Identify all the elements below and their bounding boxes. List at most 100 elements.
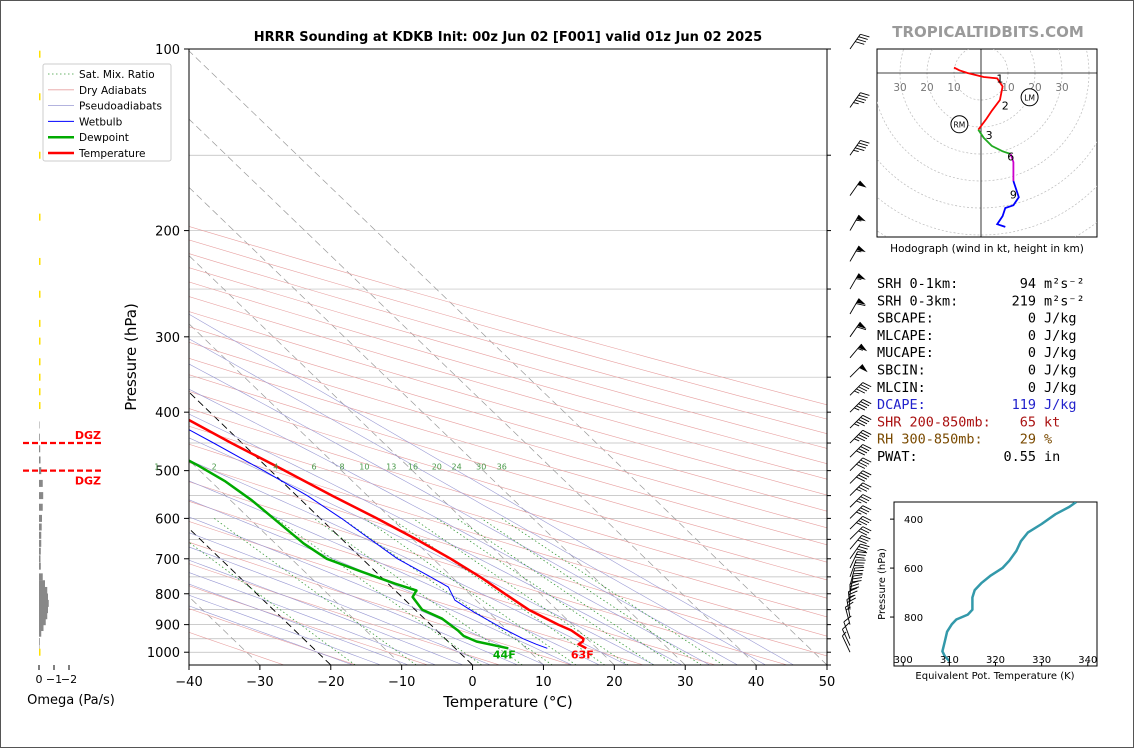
dgz-label: DGZ bbox=[75, 475, 101, 488]
wind-barb bbox=[850, 246, 867, 266]
x-axis-label: Temperature (°C) bbox=[442, 693, 572, 711]
omega-bar bbox=[39, 456, 41, 463]
mixing-ratio-label: 16 bbox=[408, 463, 418, 472]
hodograph-ring-label: 20 bbox=[920, 82, 933, 94]
omega-bar bbox=[39, 523, 42, 530]
legend-entry: Dry Adiabats bbox=[79, 85, 147, 97]
theta-e-x-tick-label: 310 bbox=[940, 655, 959, 666]
x-tick-label: −30 bbox=[246, 675, 273, 690]
chart-title: HRRR Sounding at KDKB Init: 00z Jun 02 [… bbox=[254, 30, 762, 45]
omega-bar-positive bbox=[39, 291, 41, 298]
index-value: 219 bbox=[1012, 293, 1036, 309]
omega-tick-label: −1 bbox=[46, 673, 62, 686]
omega-bar bbox=[39, 580, 45, 587]
omega-bar-positive bbox=[39, 51, 41, 58]
omega-bar bbox=[39, 600, 49, 607]
omega-bar bbox=[39, 504, 43, 511]
wind-barb bbox=[850, 364, 869, 383]
index-label: SHR 200-850mb: bbox=[877, 414, 991, 430]
wind-barb bbox=[850, 90, 869, 112]
sat-mix-ratio-line bbox=[413, 518, 628, 665]
mixing-ratio-label: 4 bbox=[273, 463, 278, 472]
wind-barb bbox=[850, 380, 871, 401]
pseudoadiabat bbox=[1, 231, 545, 665]
mixing-ratio-label: 2 bbox=[212, 463, 217, 472]
x-tick-label: −20 bbox=[317, 675, 344, 690]
omega-tick-label: −2 bbox=[61, 673, 77, 686]
omega-bar-positive bbox=[39, 320, 41, 327]
isotherm-line bbox=[116, 49, 756, 665]
omega-bar bbox=[39, 594, 48, 601]
omega-bar bbox=[39, 532, 41, 539]
legend-entry: Pseudoadiabats bbox=[79, 101, 162, 113]
wind-barb bbox=[846, 595, 859, 617]
index-value: 0 bbox=[1028, 345, 1036, 361]
omega-bar bbox=[39, 467, 41, 474]
index-unit: J/kg bbox=[1044, 380, 1077, 396]
hodograph-height-label: 9 bbox=[1010, 189, 1017, 202]
hodograph-height-label: 6 bbox=[1007, 151, 1014, 164]
index-value: 65 bbox=[1020, 414, 1036, 430]
omega-bar bbox=[39, 638, 40, 645]
index-unit: m²s⁻² bbox=[1044, 293, 1085, 309]
mixing-ratio-label: 30 bbox=[476, 463, 486, 472]
index-label: SBCAPE: bbox=[877, 311, 934, 327]
dgz-label: DGZ bbox=[75, 429, 101, 442]
mixing-ratio-label: 36 bbox=[497, 463, 507, 472]
index-label: DCAPE: bbox=[877, 397, 926, 413]
y-tick-label: 900 bbox=[155, 619, 180, 634]
hodograph-ring-label: 10 bbox=[947, 82, 960, 94]
index-unit: J/kg bbox=[1044, 311, 1077, 327]
hodograph-ring-label: 30 bbox=[893, 82, 906, 94]
theta-e-x-tick-label: 320 bbox=[986, 655, 1005, 666]
omega-bar-positive bbox=[39, 374, 41, 381]
theta-e-x-tick-label: 330 bbox=[1032, 655, 1051, 666]
wind-barb bbox=[850, 273, 867, 293]
pseudoadiabat bbox=[1, 231, 766, 665]
legend: Sat. Mix. Ratio Dry Adiabats Pseudoadiabat… bbox=[43, 64, 171, 161]
legend-entry: Sat. Mix. Ratio bbox=[79, 69, 155, 81]
omega-bar bbox=[39, 445, 40, 452]
wind-barb bbox=[850, 138, 869, 160]
index-unit: % bbox=[1044, 432, 1052, 448]
index-unit: J/kg bbox=[1044, 328, 1077, 344]
index-value: 29 bbox=[1020, 432, 1036, 448]
index-unit: J/kg bbox=[1044, 363, 1077, 379]
wind-barb bbox=[850, 322, 868, 342]
pseudoadiabat bbox=[1, 231, 408, 665]
surface-dewpoint-label: 44F bbox=[493, 648, 516, 661]
y-tick-label: 400 bbox=[155, 406, 180, 421]
legend-entry: Temperature bbox=[78, 148, 146, 160]
index-unit: in bbox=[1044, 449, 1060, 465]
omega-bar bbox=[39, 548, 41, 555]
pseudoadiabat bbox=[1, 231, 599, 665]
sat-mix-ratio-line bbox=[502, 518, 724, 665]
index-label: MLCAPE: bbox=[877, 328, 934, 344]
pseudoadiabat bbox=[1, 231, 710, 665]
index-row: RH 300-850mb:29% bbox=[877, 432, 1052, 448]
omega-bar-positive bbox=[39, 358, 41, 365]
index-unit: J/kg bbox=[1044, 345, 1077, 361]
surface-temp-label: 63F bbox=[571, 648, 594, 661]
y-tick-label: 1000 bbox=[147, 646, 180, 661]
index-value: 119 bbox=[1012, 397, 1036, 413]
wind-barb bbox=[845, 602, 859, 625]
x-tick-label: 30 bbox=[677, 675, 694, 690]
omega-bar bbox=[39, 515, 42, 522]
wind-barb bbox=[850, 413, 871, 434]
isotherm-line bbox=[187, 49, 827, 665]
rm-marker-label: RM bbox=[954, 120, 966, 129]
theta-e-y-tick-label: 600 bbox=[904, 564, 923, 575]
index-unit: kt bbox=[1044, 414, 1060, 430]
x-tick-label: 0 bbox=[468, 675, 476, 690]
brand-label: TROPICALTIDBITS.COM bbox=[892, 23, 1084, 41]
wind-barbs bbox=[841, 32, 871, 652]
pseudoadiabat bbox=[1, 231, 490, 665]
